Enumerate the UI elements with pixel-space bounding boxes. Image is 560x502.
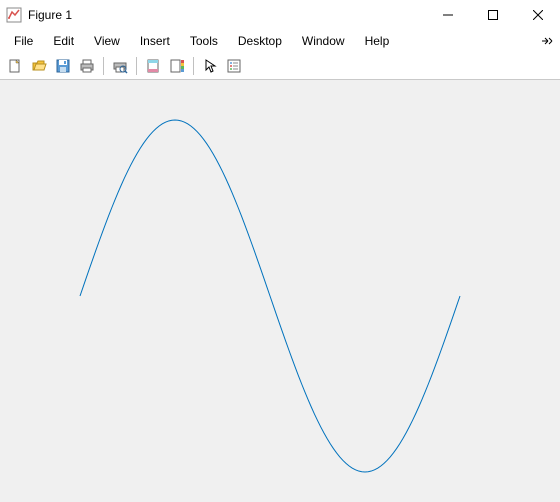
maximize-button[interactable] — [470, 0, 515, 30]
line-chart — [0, 80, 560, 502]
menu-tools[interactable]: Tools — [180, 32, 228, 50]
link-plot-button[interactable] — [142, 55, 164, 77]
window-title: Figure 1 — [28, 8, 425, 22]
app-icon — [6, 7, 22, 23]
window-controls — [425, 0, 560, 30]
menu-insert[interactable]: Insert — [130, 32, 180, 50]
toolbar-separator-1 — [103, 57, 104, 75]
dock-icon[interactable] — [540, 34, 554, 51]
toolbar — [0, 52, 560, 80]
save-button[interactable] — [52, 55, 74, 77]
menu-bar: File Edit View Insert Tools Desktop Wind… — [0, 30, 560, 52]
minimize-button[interactable] — [425, 0, 470, 30]
menu-desktop[interactable]: Desktop — [228, 32, 292, 50]
edit-plot-button[interactable] — [199, 55, 221, 77]
series-line — [80, 120, 460, 472]
menu-view[interactable]: View — [84, 32, 130, 50]
menu-help[interactable]: Help — [355, 32, 400, 50]
print-button[interactable] — [76, 55, 98, 77]
insert-legend-button[interactable] — [223, 55, 245, 77]
insert-colorbar-button[interactable] — [166, 55, 188, 77]
plot-area[interactable] — [0, 80, 560, 502]
menu-file[interactable]: File — [4, 32, 43, 50]
open-file-button[interactable] — [28, 55, 50, 77]
toolbar-separator-3 — [193, 57, 194, 75]
new-figure-button[interactable] — [4, 55, 26, 77]
title-bar: Figure 1 — [0, 0, 560, 30]
menu-edit[interactable]: Edit — [43, 32, 84, 50]
close-button[interactable] — [515, 0, 560, 30]
menu-window[interactable]: Window — [292, 32, 355, 50]
print-preview-button[interactable] — [109, 55, 131, 77]
toolbar-separator-2 — [136, 57, 137, 75]
